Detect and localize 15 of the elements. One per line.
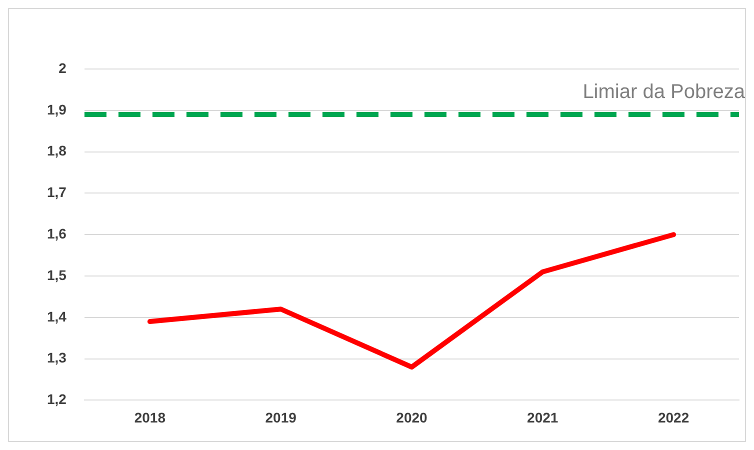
y-tick-label: 1,3 bbox=[46, 350, 67, 366]
y-tick-label: 1,8 bbox=[46, 142, 67, 159]
y-tick-label: 1,4 bbox=[46, 308, 67, 324]
y-tick-label: 1,5 bbox=[46, 266, 67, 283]
x-tick-label: 2018 bbox=[134, 409, 166, 426]
y-tick-label: 2 bbox=[58, 60, 67, 76]
x-tick-label: 2020 bbox=[396, 409, 428, 426]
y-tick-label: 1,2 bbox=[46, 391, 67, 408]
y-tick-label: 1,7 bbox=[46, 184, 67, 200]
y-tick-label: 1,6 bbox=[46, 225, 67, 242]
x-tick-label: 2019 bbox=[265, 409, 297, 426]
ref-line-label: Limiar da Pobreza bbox=[582, 81, 746, 104]
x-tick-label: 2021 bbox=[527, 409, 558, 426]
x-tick-label: 2022 bbox=[658, 409, 690, 426]
y-tick-label: 1,9 bbox=[46, 101, 67, 118]
